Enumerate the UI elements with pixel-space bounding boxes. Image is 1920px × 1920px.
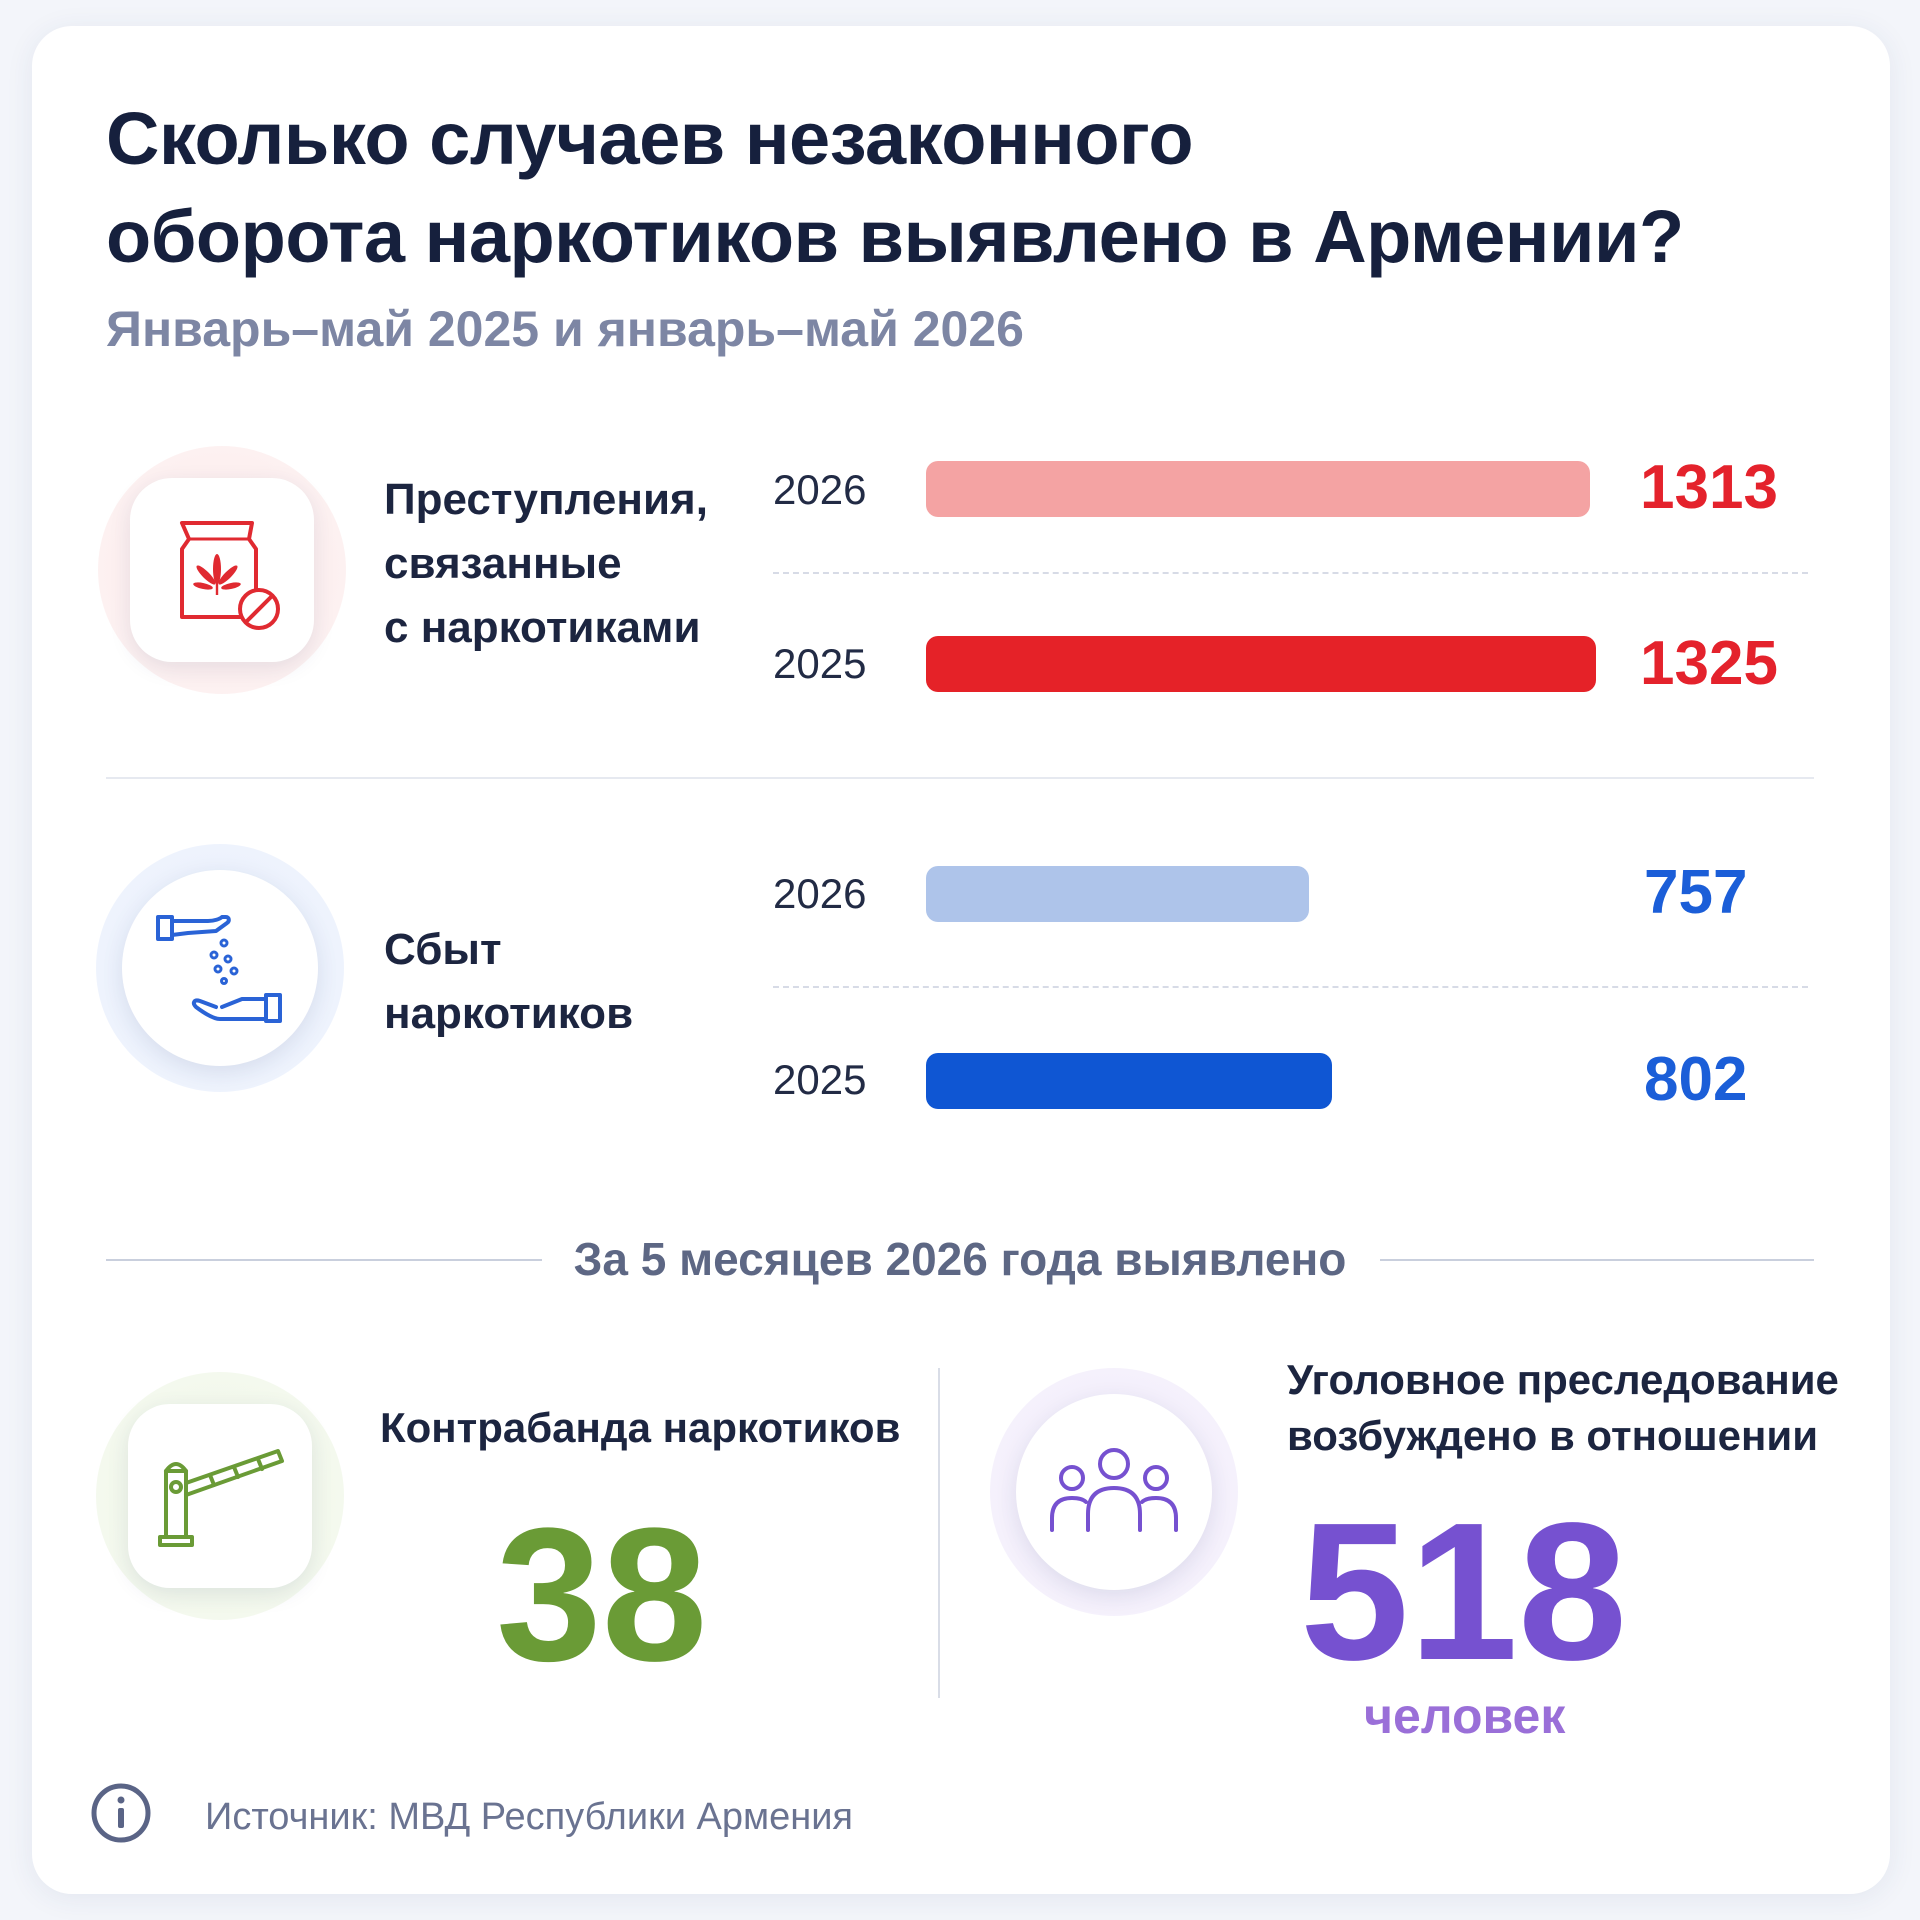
year-label: 2026 <box>773 466 867 513</box>
summary-rule-right <box>1380 1259 1814 1261</box>
page-subtitle: Январь–май 2025 и январь–май 2026 <box>106 301 1024 357</box>
year-label: 2025 <box>773 1056 867 1103</box>
smuggling-label: Контрабанда наркотиков <box>380 1404 901 1451</box>
title-line-1: Сколько случаев незаконного <box>106 97 1194 180</box>
page-title: Сколько случаев незаконного оборота нарк… <box>106 90 1806 286</box>
people-group-icon <box>1016 1394 1212 1590</box>
value-label-sales-2025: 802 <box>1644 1045 1748 1114</box>
summary-rule-left <box>106 1259 542 1261</box>
summary-heading: За 5 месяцев 2026 года выявлено <box>573 1233 1347 1285</box>
year-label: 2025 <box>773 640 867 687</box>
section-divider <box>106 777 1814 779</box>
bar-crimes-2025 <box>926 636 1596 692</box>
smuggling-count: 38 <box>496 1489 708 1701</box>
crimes-label-line-1: Преступления, <box>384 475 708 524</box>
crimes-label-line-2: связанные <box>384 539 622 588</box>
value-label-crimes-2025: 1325 <box>1640 629 1778 698</box>
crimes-label-line-3: с наркотиками <box>384 603 701 652</box>
year-label: 2026 <box>773 870 867 917</box>
hands-exchange-icon <box>122 870 318 1066</box>
sales-label: Сбыт наркотиков <box>384 918 633 1046</box>
border-barrier-icon <box>128 1404 312 1588</box>
vertical-divider <box>938 1368 940 1698</box>
prosecution-label: Уголовное преследование возбуждено в отн… <box>1287 1352 1839 1464</box>
prosecution-label-line-2: возбуждено в отношении <box>1287 1412 1819 1459</box>
drug-bag-prohibited-icon <box>130 478 314 662</box>
sales-label-line-2: наркотиков <box>384 989 634 1038</box>
prosecution-icon-badge <box>990 1368 1238 1616</box>
bar-crimes-2026 <box>926 461 1590 517</box>
info-icon <box>90 1782 152 1844</box>
bar-sales-2025 <box>926 1053 1332 1109</box>
row-divider <box>773 572 1808 574</box>
row-divider <box>773 986 1808 988</box>
smuggling-icon-badge <box>96 1372 344 1620</box>
sales-label-line-1: Сбыт <box>384 925 502 974</box>
prosecution-count: 518 <box>1300 1482 1628 1701</box>
title-line-2: оборота наркотиков выявлено в Армении? <box>106 195 1684 278</box>
value-label-sales-2026: 757 <box>1644 858 1748 927</box>
bar-sales-2026 <box>926 866 1309 922</box>
value-label-crimes-2026: 1313 <box>1640 453 1778 522</box>
prosecution-label-line-1: Уголовное преследование <box>1287 1356 1839 1403</box>
source-note: Источник: МВД Республики Армения <box>205 1796 854 1838</box>
prosecution-unit: человек <box>1364 1688 1566 1744</box>
crimes-icon-badge <box>98 446 346 694</box>
sales-icon-badge <box>96 844 344 1092</box>
crimes-label: Преступления, связанные с наркотиками <box>384 468 708 660</box>
